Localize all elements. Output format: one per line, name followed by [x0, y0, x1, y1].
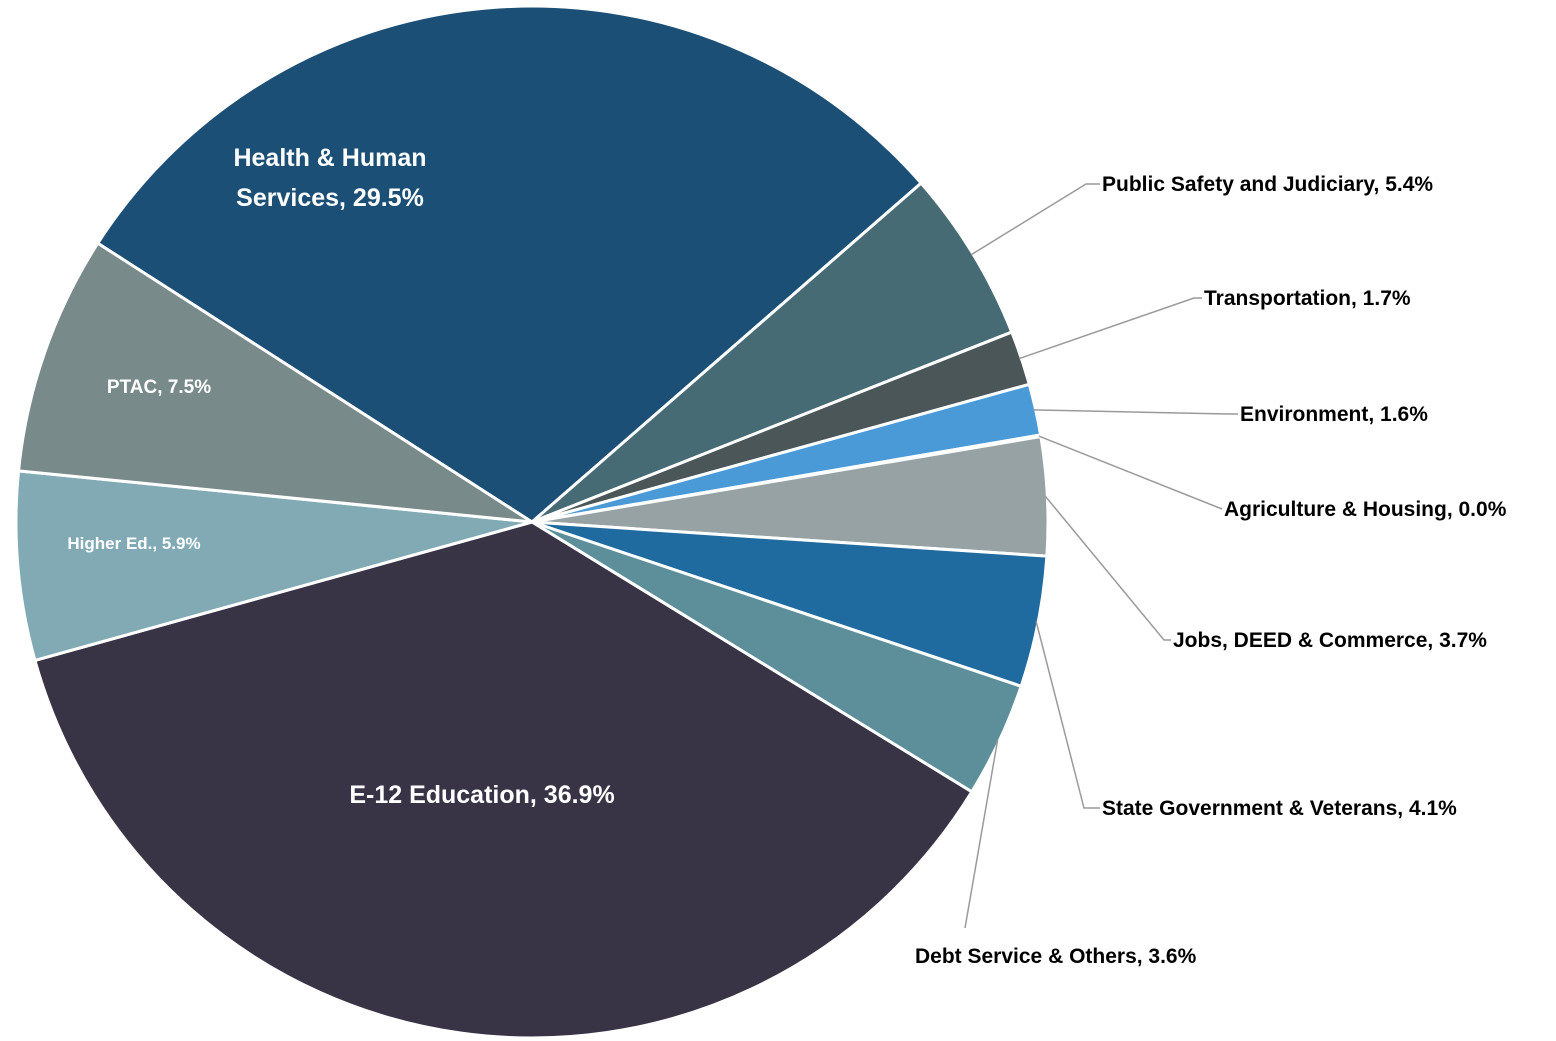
leader-line-state-government-veterans [1035, 621, 1100, 809]
pie-slices [14, 4, 1050, 1040]
pie-slice-higher-ed [14, 469, 533, 663]
data-label-public-safety-and-judiciary: Public Safety and Judiciary, 5.4% [1102, 173, 1433, 196]
data-label-agriculture-housing: Agriculture & Housing, 0.0% [1224, 498, 1507, 521]
pie-labels: Health & Human Services, 29.5% Public Safe… [67, 144, 1506, 968]
data-label-environment: Environment, 1.6% [1240, 403, 1428, 426]
leader-line-transportation [1019, 297, 1202, 360]
data-label-state-government-veterans: State Government & Veterans, 4.1% [1102, 797, 1457, 820]
data-label-jobs-deed-commerce: Jobs, DEED & Commerce, 3.7% [1173, 629, 1487, 652]
data-label-e-12-education: E-12 Education, 36.9% [349, 781, 614, 809]
leader-line-agriculture-housing [1038, 435, 1223, 510]
pie-slice-ptac [16, 241, 533, 524]
data-label-health-human-services: Health & Human Services, 29.5% [233, 144, 426, 212]
pie-slice-e-12-education [33, 520, 974, 1040]
leader-line-jobs-deed-commerce [1044, 495, 1171, 641]
leader-line-debt-service-others [964, 739, 999, 929]
data-label-ptac: PTAC, 7.5% [107, 377, 211, 398]
pie-slice-health-human-services [95, 4, 924, 524]
data-label-transportation: Transportation, 1.7% [1204, 287, 1411, 310]
data-label-higher-ed: Higher Ed., 5.9% [67, 534, 200, 553]
leader-line-environment [1033, 409, 1238, 415]
leader-line-public-safety-and-judiciary [970, 183, 1100, 256]
data-label-debt-service-others: Debt Service & Others, 3.6% [915, 945, 1197, 968]
